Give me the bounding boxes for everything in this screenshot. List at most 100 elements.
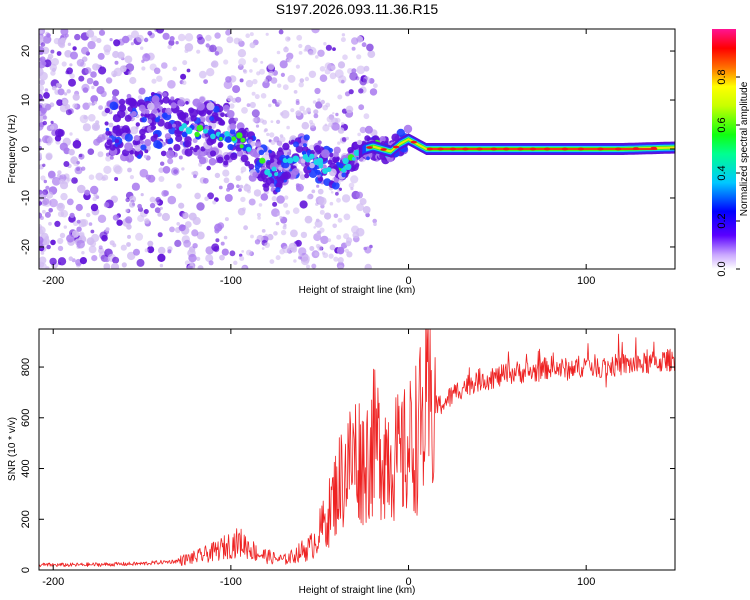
spectrogram-noise-cell: [277, 83, 282, 88]
spectrogram-signal-cell: [144, 149, 149, 154]
spectrogram-noise-cell: [127, 234, 131, 239]
spectrogram-noise-cell: [39, 115, 44, 123]
spectrogram-noise-cell: [167, 80, 176, 89]
spectrogram-noise-cell: [180, 73, 187, 80]
spectrogram-noise-cell: [155, 196, 161, 203]
spectrogram-noise-cell: [139, 168, 149, 178]
spectrogram-signal-cell: [189, 146, 194, 151]
spectrogram-noise-cell: [314, 87, 321, 95]
spectrogram-noise-cell: [41, 237, 50, 246]
spectrogram-signal-cell: [262, 183, 267, 188]
spectrogram-noise-cell: [50, 239, 56, 246]
spectrogram-noise-cell: [125, 63, 135, 72]
spectrogram-noise-cell: [299, 78, 305, 83]
colorbar-gradient: [712, 29, 736, 269]
spectrogram-noise-cell: [159, 263, 164, 268]
spectrogram-signal-cell: [160, 150, 167, 157]
colorbar-label: Normalized spectral amplitude: [739, 81, 750, 216]
spectrogram-noise-cell: [313, 113, 319, 119]
spectrogram-noise-cell: [268, 103, 272, 108]
spectrogram-noise-cell: [359, 126, 367, 134]
spectrogram-noise-cell: [332, 112, 335, 115]
spectrogram-noise-cell: [159, 206, 163, 210]
spectrogram-noise-cell: [66, 177, 71, 182]
spectrogram-noise-cell: [364, 125, 373, 134]
spectrogram-noise-cell: [178, 202, 185, 209]
spectrogram-signal-cell: [226, 110, 235, 118]
spectrogram-noise-cell: [74, 33, 81, 41]
spectrogram-noise-cell: [285, 210, 291, 215]
spectrogram-signal-cell: [153, 140, 162, 149]
spectrogram-noise-cell: [211, 243, 220, 252]
spectrogram-noise-cell: [68, 78, 76, 87]
spectrogram-noise-cell: [90, 203, 99, 212]
spectrogram-peak-cell: [351, 157, 356, 161]
spectrogram-noise-cell: [295, 64, 300, 69]
spectrogram-signal-cell: [391, 133, 400, 142]
spectrogram-noise-cell: [191, 229, 199, 237]
spectrogram-noise-cell: [237, 49, 247, 58]
snr-ytick-label: 200: [20, 510, 32, 528]
spectrogram-noise-cell: [241, 266, 247, 269]
spectrogram-peak-cell: [185, 127, 193, 135]
spectrogram-signal-cell: [170, 96, 175, 101]
spectrogram-noise-cell: [329, 244, 336, 251]
spectrogram-noise-cell: [79, 257, 87, 265]
spectrogram-noise-cell: [306, 264, 310, 269]
spectrogram-noise-cell: [202, 177, 209, 184]
snr-xtick-label: 0: [405, 576, 411, 588]
spectrogram-noise-cell: [196, 49, 201, 54]
spectrogram-signal-cell: [134, 150, 140, 156]
spectrogram-signal-cell: [281, 172, 289, 180]
spectrogram-noise-cell: [346, 251, 353, 258]
spectrogram-signal-cell: [167, 124, 173, 129]
spectrogram-signal-cell: [161, 112, 168, 119]
spectrogram-signal-cell: [108, 122, 114, 128]
spectrogram-noise-cell: [283, 223, 287, 227]
spectrogram-noise-cell: [205, 43, 210, 48]
spectrogram-signal-cell: [249, 148, 259, 157]
spectrogram-signal-cell: [248, 163, 255, 170]
spectrogram-noise-cell: [157, 212, 162, 217]
spectrogram-signal-cell: [270, 183, 275, 188]
spectrogram-signal-cell: [127, 97, 136, 106]
spectrogram-noise-cell: [279, 112, 284, 116]
spectrogram-signal-cell: [147, 119, 153, 124]
spectrogram-signal-cell: [264, 151, 269, 156]
spectrogram-noise-cell: [261, 229, 266, 233]
spectrogram-noise-cell: [114, 177, 119, 181]
spectrogram-noise-cell: [356, 191, 363, 199]
spectrogram-noise-cell: [61, 61, 67, 67]
spectrogram-noise-cell: [91, 102, 95, 107]
spectrogram-noise-cell: [232, 85, 241, 94]
spectrogram-signal-cell: [223, 160, 229, 166]
spectrogram-signal-cell: [105, 130, 111, 136]
spectrogram-noise-cell: [250, 234, 254, 239]
spectrogram-peak-cell: [287, 157, 294, 164]
spectrogram-noise-cell: [226, 36, 234, 44]
spectrogram-signal-cell: [177, 99, 185, 107]
snr-xtick-label: -200: [42, 576, 64, 588]
spectrogram-noise-cell: [251, 91, 256, 96]
spectrogram-noise-cell: [160, 161, 165, 166]
spectrogram-signal-cell: [278, 166, 283, 171]
spectrogram-peak-cell: [309, 153, 315, 159]
spectrogram-noise-cell: [87, 148, 95, 155]
spectrogram-peak-cell: [196, 124, 204, 132]
spectrogram-peak-cell: [305, 156, 311, 163]
spectrogram-signal-cell: [151, 95, 160, 104]
spectrogram-noise-cell: [315, 243, 321, 249]
spectrogram-noise-cell: [57, 203, 63, 209]
signal-ridge-hotspot: [380, 148, 387, 151]
spectrogram-signal-cell: [127, 106, 134, 112]
spectrogram-peak-cell: [181, 131, 188, 138]
spectrogram-noise-cell: [296, 34, 303, 41]
spectrogram-noise-cell: [163, 142, 167, 146]
spectrogram-noise-cell: [332, 47, 336, 51]
spectrogram-noise-cell: [125, 208, 129, 213]
spectrogram-noise-cell: [69, 212, 75, 218]
spectrogram-noise-cell: [356, 54, 362, 60]
spectrogram-noise-cell: [77, 184, 86, 194]
snr-ytick-label: 0: [20, 567, 32, 573]
spectrogram-noise-cell: [47, 170, 56, 179]
